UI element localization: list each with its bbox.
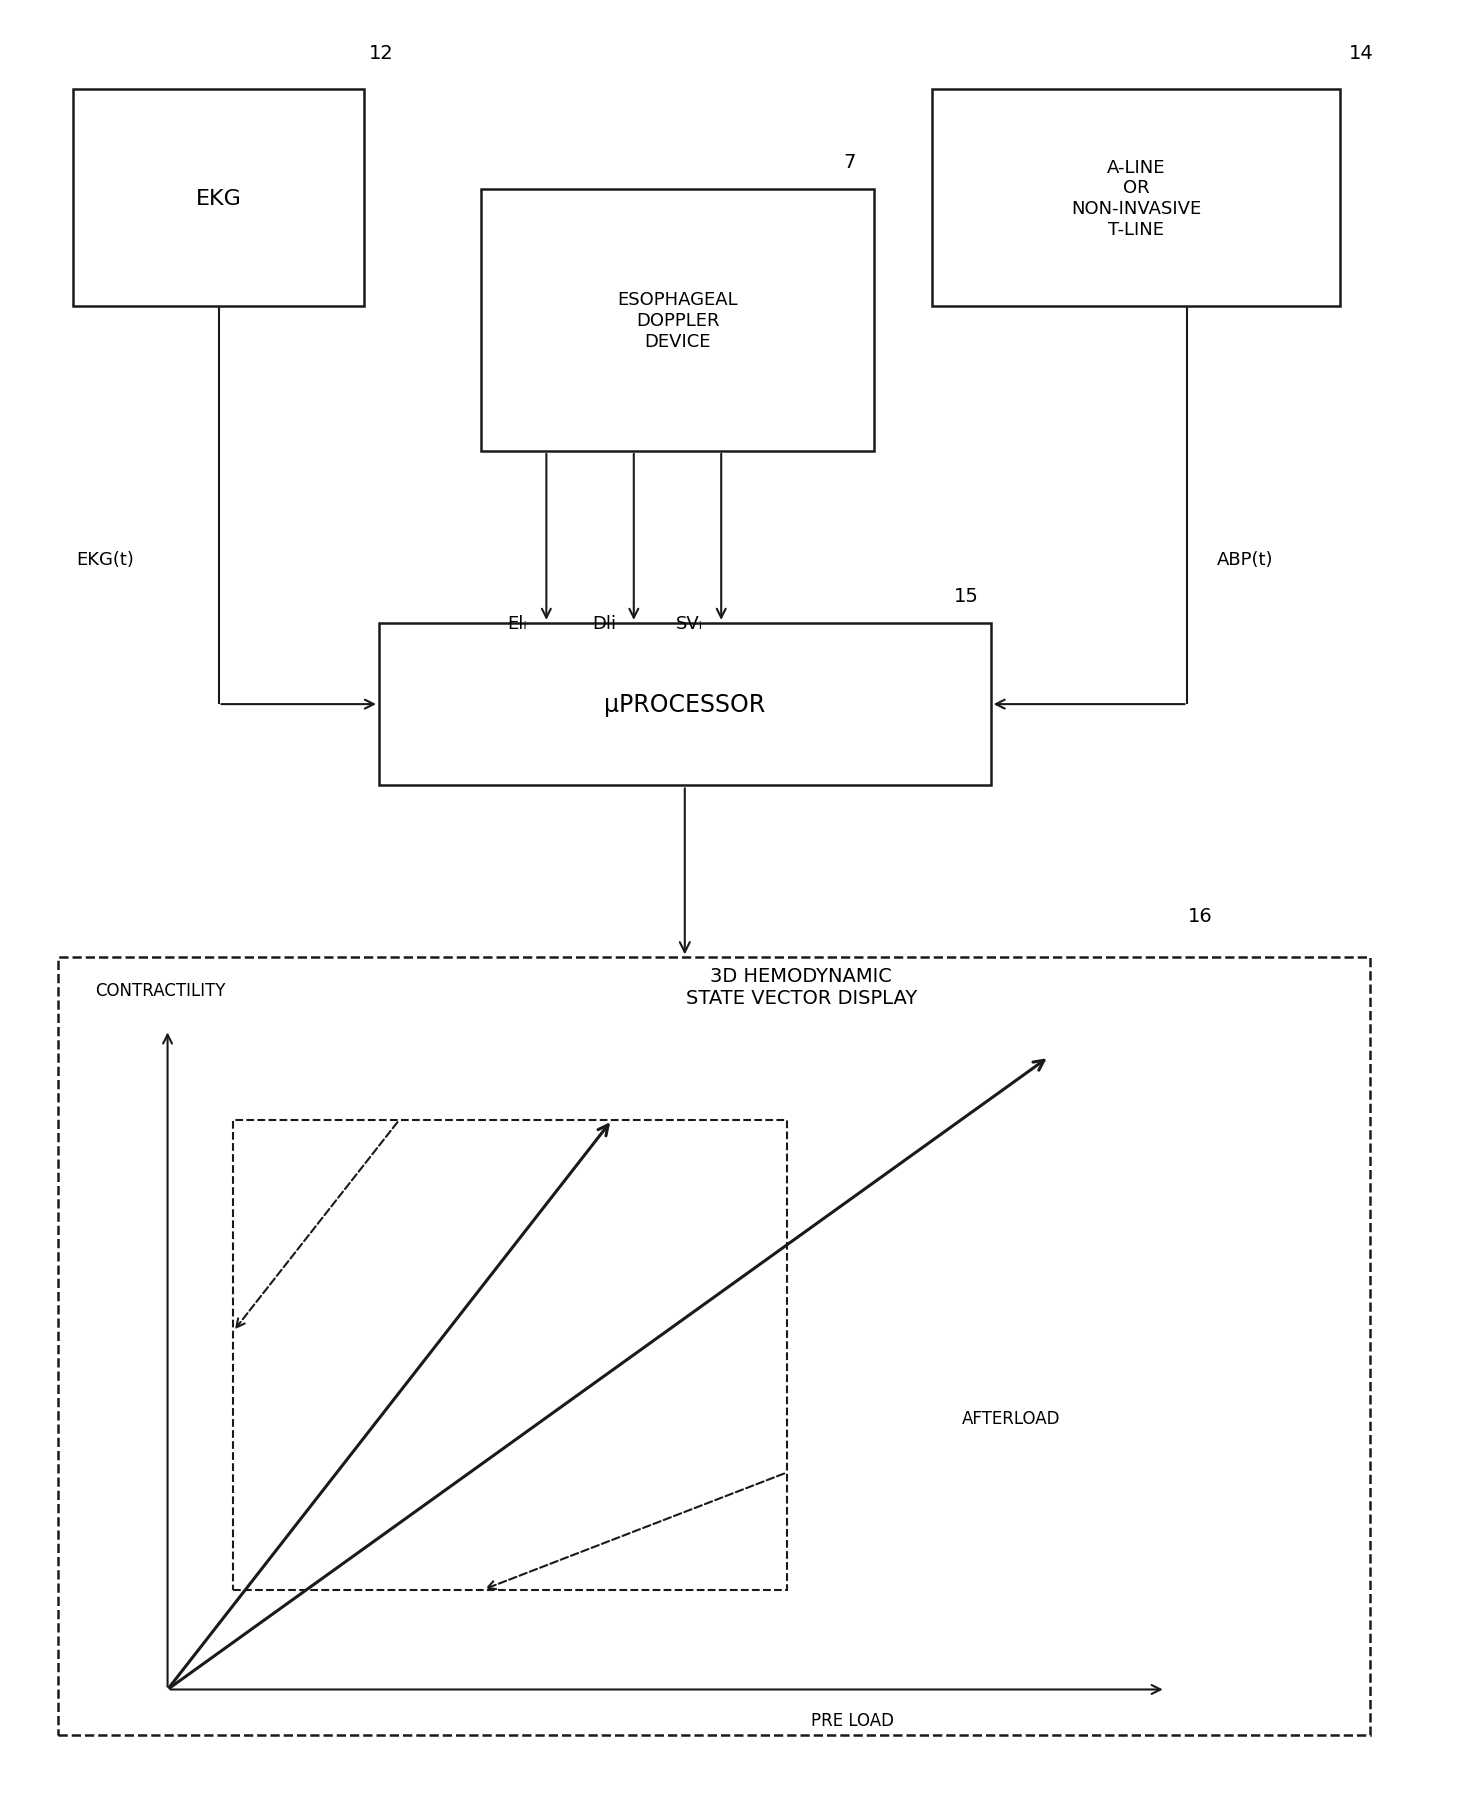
FancyBboxPatch shape xyxy=(932,90,1340,307)
Text: μPROCESSOR: μPROCESSOR xyxy=(605,692,765,717)
Text: EKG(t): EKG(t) xyxy=(76,551,134,569)
FancyBboxPatch shape xyxy=(379,623,991,786)
Text: PRE LOAD: PRE LOAD xyxy=(812,1711,893,1729)
FancyBboxPatch shape xyxy=(58,958,1370,1735)
FancyBboxPatch shape xyxy=(73,90,364,307)
Text: 14: 14 xyxy=(1349,43,1374,63)
Text: 3D HEMODYNAMIC
STATE VECTOR DISPLAY: 3D HEMODYNAMIC STATE VECTOR DISPLAY xyxy=(686,967,916,1008)
Text: ESOPHAGEAL
DOPPLER
DEVICE: ESOPHAGEAL DOPPLER DEVICE xyxy=(618,291,737,351)
FancyBboxPatch shape xyxy=(481,190,874,452)
Text: AFTERLOAD: AFTERLOAD xyxy=(962,1409,1061,1428)
Text: 12: 12 xyxy=(369,43,393,63)
Text: Elᵢ: Elᵢ xyxy=(507,614,527,632)
Text: 15: 15 xyxy=(954,585,979,605)
Text: ABP(t): ABP(t) xyxy=(1217,551,1273,569)
Text: 16: 16 xyxy=(1187,905,1212,925)
Text: CONTRACTILITY: CONTRACTILITY xyxy=(95,981,226,999)
Text: SVᵢ: SVᵢ xyxy=(676,614,702,632)
Text: EKG: EKG xyxy=(195,188,242,210)
Text: A-LINE
OR
NON-INVASIVE
T-LINE: A-LINE OR NON-INVASIVE T-LINE xyxy=(1071,159,1202,239)
Text: 7: 7 xyxy=(844,152,855,172)
Text: Dli: Dli xyxy=(593,614,616,632)
